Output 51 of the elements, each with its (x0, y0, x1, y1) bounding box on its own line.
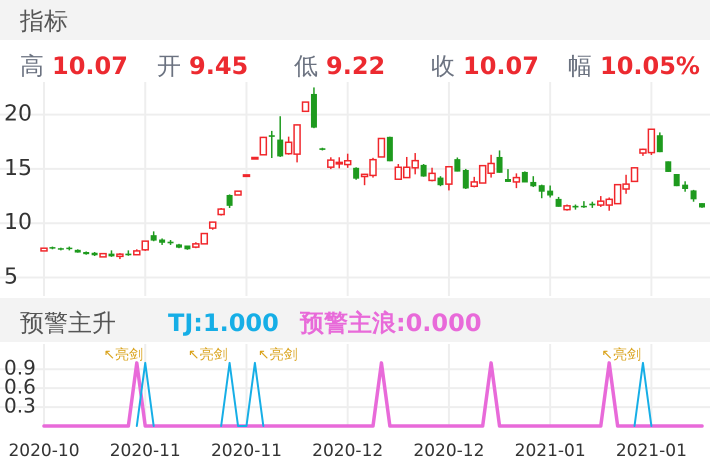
data-label: ↖亮剑 (188, 346, 228, 363)
candlestick (674, 173, 680, 187)
candlestick (690, 189, 697, 202)
candlestick (428, 166, 436, 182)
candlestick (547, 184, 554, 198)
candlestick (260, 136, 268, 156)
text: 低 9.22 (294, 52, 386, 80)
candlestick (538, 184, 545, 199)
candlestick (437, 175, 444, 187)
candlestick (512, 172, 520, 189)
x-tick-label: 2021-01 (514, 441, 586, 461)
candlestick (150, 230, 157, 242)
data-label: ↖亮剑 (103, 346, 144, 363)
candlestick (226, 194, 233, 209)
candlestick (556, 196, 562, 208)
y-tick-label: 15 (4, 156, 32, 181)
chart-title: 预警主升 (20, 309, 116, 337)
candlestick (420, 163, 427, 178)
x-tick-label: 2021-01 (616, 441, 687, 461)
candlestick (496, 150, 503, 174)
y-tick-label: 20 (4, 102, 32, 127)
x-tick-label: 2020-11 (110, 441, 181, 461)
text: 收 10.07 (431, 52, 539, 80)
x-tick-label: 2020-12 (413, 441, 484, 461)
candlestick (277, 115, 284, 158)
candlestick (454, 156, 460, 172)
candlestick (682, 180, 688, 192)
x-tick-label: 2020-10 (8, 441, 80, 461)
text: 幅 10.05% (568, 52, 700, 80)
text: 开 9.45 (157, 52, 248, 80)
candlestick (462, 168, 469, 190)
data-label: ↖亮剑 (601, 346, 641, 363)
series-label: 预警主浪:0.000 (299, 309, 482, 337)
candlestick (445, 166, 453, 192)
data-label: ↖亮剑 (258, 346, 298, 363)
candlestick (530, 175, 536, 188)
series-label: TJ:1.000 (168, 309, 279, 337)
candlestick (378, 138, 386, 158)
candlestick (302, 101, 310, 112)
candlestick (268, 130, 275, 159)
text: 高 10.07 (20, 52, 128, 80)
chart-title: 指标 (19, 7, 68, 35)
x-tick-label: 2020-11 (210, 441, 282, 461)
x-tick-label: 2020-12 (312, 441, 384, 461)
candlestick (630, 166, 638, 183)
candlestick (656, 132, 663, 153)
candlestick (522, 170, 528, 184)
candlestick (353, 166, 360, 181)
y-tick-label: 10 (4, 210, 32, 236)
y-tick-label: 5 (4, 264, 18, 290)
candlestick (504, 168, 511, 183)
